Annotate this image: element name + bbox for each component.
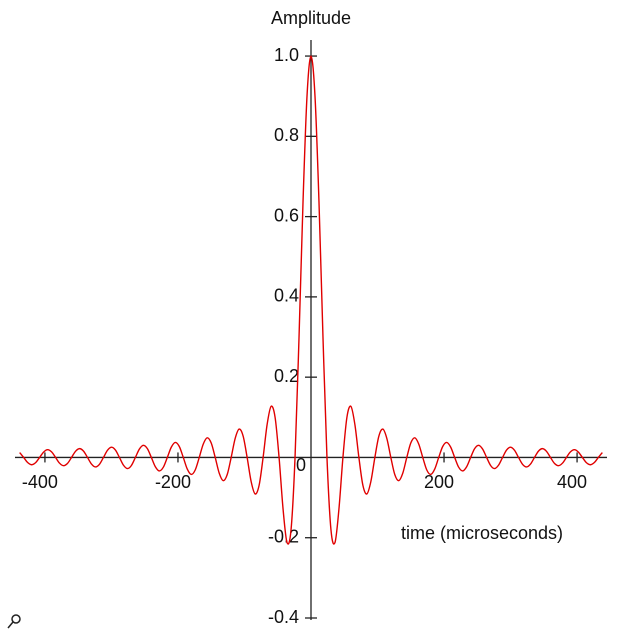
zoom-icon[interactable] [7, 614, 21, 629]
x-tick-label: -400 [22, 472, 58, 492]
y-tick-label: -0.2 [268, 526, 299, 546]
x-axis-label: time (microseconds) [401, 523, 563, 543]
x-tick-label: 0 [296, 455, 306, 475]
x-tick-label: 400 [557, 472, 587, 492]
y-tick-label: 0.8 [274, 125, 299, 145]
x-tick-label: 200 [424, 472, 454, 492]
y-tick-label: 0.4 [274, 286, 299, 306]
x-tick-label: -200 [155, 472, 191, 492]
series-line [19, 55, 603, 545]
y-axis-label: Amplitude [271, 8, 351, 28]
y-tick-label: 1.0 [274, 45, 299, 65]
y-tick-label: 0.2 [274, 366, 299, 386]
y-tick-label: -0.4 [268, 607, 299, 627]
y-tick-label: 0.6 [274, 205, 299, 225]
